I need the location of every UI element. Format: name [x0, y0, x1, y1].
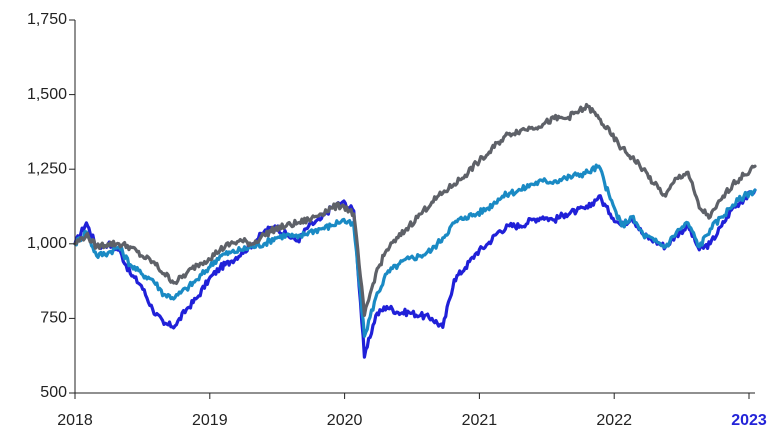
y-tick-label: 750 [40, 310, 67, 327]
y-tick-label: 500 [40, 384, 67, 401]
x-tick-label: 2022 [596, 412, 632, 429]
y-tick-label: 1,750 [27, 11, 67, 28]
series-line-2 [73, 163, 757, 338]
x-tick-label: 2021 [462, 412, 498, 429]
x-tick-label: 2019 [192, 412, 228, 429]
x-axis-ticks: 2018 2019 2020 2021 2022 2023 [57, 393, 767, 429]
series-line-3 [73, 102, 757, 317]
y-tick-label: 1,250 [27, 160, 67, 177]
y-tick-label: 1,500 [27, 86, 67, 103]
y-tick-label: 1,000 [27, 235, 67, 252]
x-tick-label: 2020 [327, 412, 363, 429]
x-tick-label: 2023 [731, 412, 767, 429]
x-tick-label: 2018 [57, 412, 93, 429]
series-layer [73, 102, 757, 359]
y-axis-ticks: 500 750 1,000 1,250 1,500 1,750 [27, 11, 75, 401]
